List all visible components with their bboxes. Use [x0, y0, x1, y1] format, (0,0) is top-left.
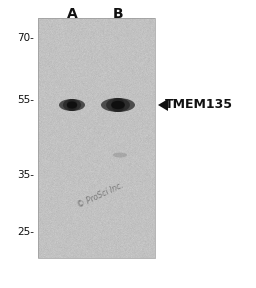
Polygon shape — [158, 99, 168, 111]
Text: 35-: 35- — [17, 170, 34, 180]
Ellipse shape — [111, 101, 125, 109]
Text: 25-: 25- — [17, 227, 34, 237]
Text: A: A — [67, 7, 77, 21]
Ellipse shape — [101, 98, 135, 112]
Text: TMEM135: TMEM135 — [165, 98, 233, 111]
Ellipse shape — [111, 98, 125, 112]
Text: B: B — [113, 7, 123, 21]
Bar — [38, 18, 155, 258]
Ellipse shape — [106, 98, 130, 112]
Text: 70-: 70- — [17, 33, 34, 43]
Ellipse shape — [63, 99, 81, 111]
Text: 55-: 55- — [17, 95, 34, 105]
Ellipse shape — [59, 99, 85, 111]
Ellipse shape — [67, 101, 77, 109]
Text: © ProSci Inc.: © ProSci Inc. — [76, 180, 124, 210]
Ellipse shape — [113, 153, 127, 158]
Ellipse shape — [67, 99, 77, 111]
